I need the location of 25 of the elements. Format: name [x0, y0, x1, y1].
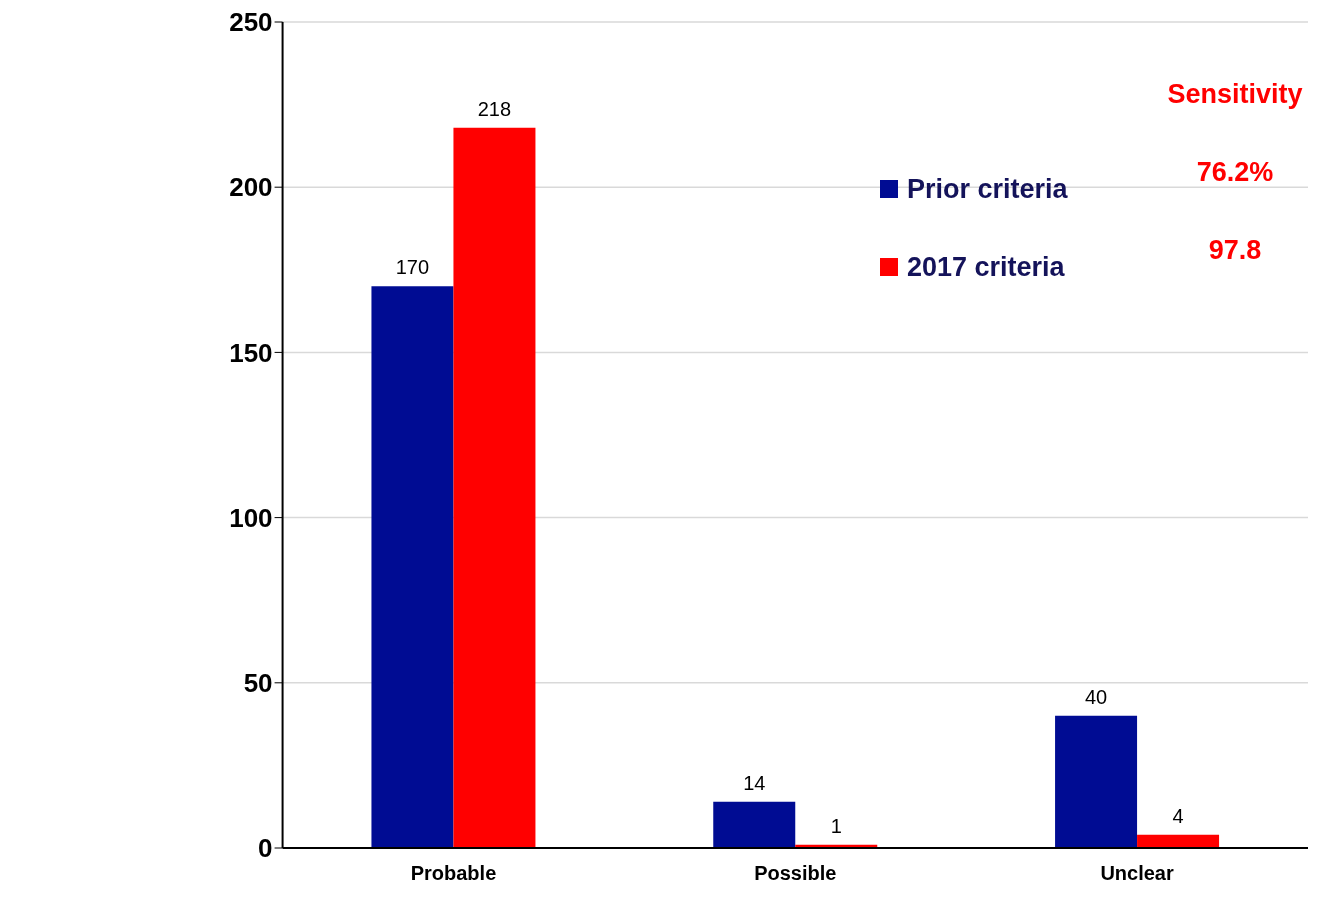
legend-label: 2017 criteria — [907, 251, 1065, 283]
y-tick-label: 50 — [243, 668, 273, 699]
x-tick-label: Possible — [754, 862, 837, 885]
data-label: 170 — [395, 256, 430, 279]
bar — [1055, 715, 1138, 848]
y-tick-label: 150 — [229, 337, 273, 368]
data-label: 14 — [743, 771, 766, 794]
data-label: 40 — [1084, 685, 1108, 708]
data-label: 218 — [477, 97, 512, 120]
x-tick-label: Probable — [410, 862, 497, 885]
bar — [453, 127, 536, 848]
bar — [713, 801, 796, 848]
y-tick-label: 250 — [229, 7, 273, 38]
annotation: 97.8 — [1207, 234, 1263, 267]
data-label: 4 — [1172, 804, 1184, 827]
data-label: 1 — [830, 814, 842, 837]
bar — [371, 286, 454, 848]
y-tick-label: 200 — [229, 172, 273, 203]
legend-label: Prior criteria — [907, 173, 1068, 205]
annotation: Sensitivity — [1166, 78, 1304, 111]
x-tick-label: Unclear — [1100, 862, 1174, 885]
bar — [1137, 834, 1220, 848]
annotation: 76.2% — [1195, 156, 1275, 189]
y-tick-label: 100 — [229, 502, 273, 533]
y-tick-label: 0 — [258, 833, 273, 864]
